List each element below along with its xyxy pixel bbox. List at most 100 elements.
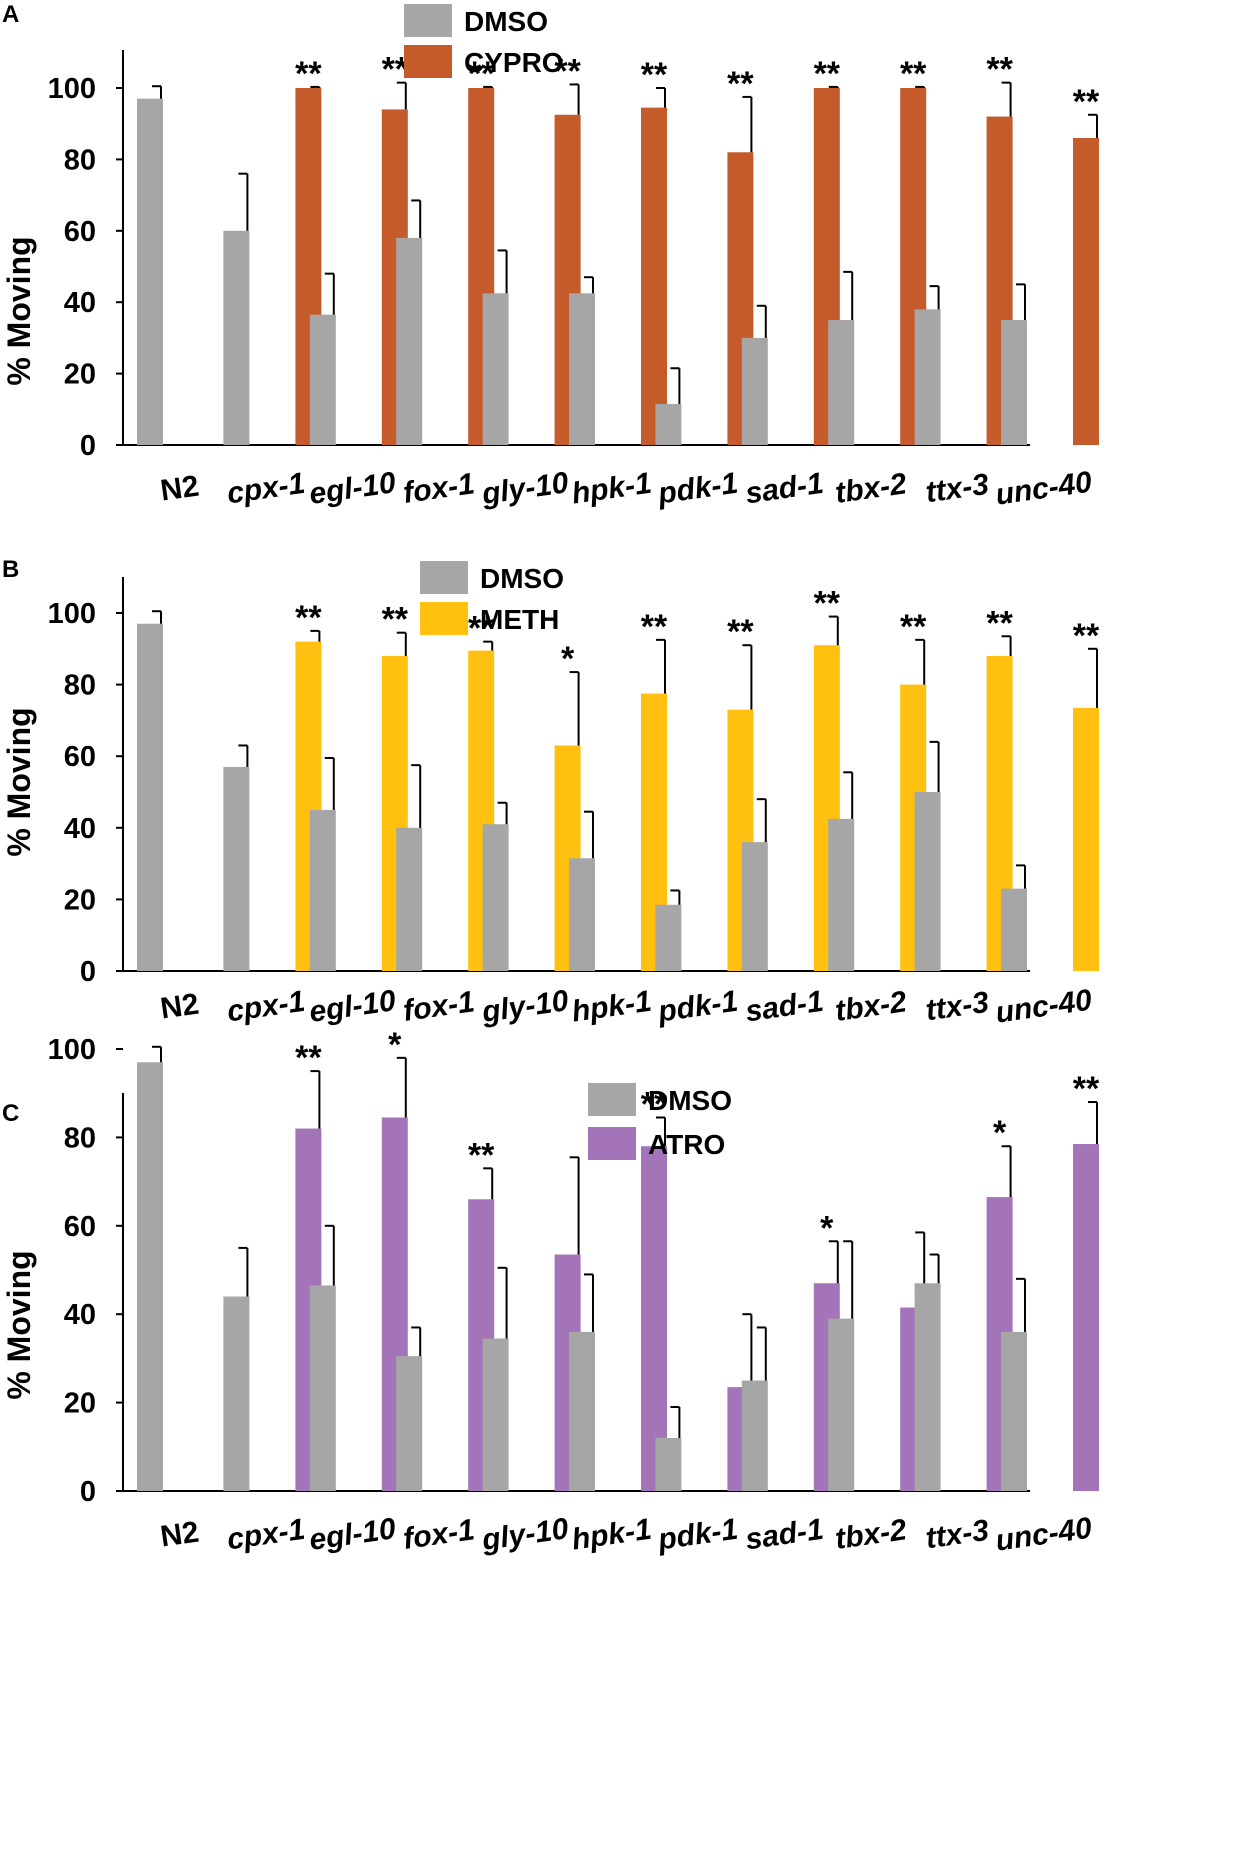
- bar-dmso: [741, 1380, 768, 1491]
- bar-atro: [1073, 1144, 1099, 1491]
- significance-marker: **: [468, 55, 495, 93]
- y-tick-label: 20: [64, 359, 96, 391]
- bar-dmso: [828, 1318, 855, 1491]
- significance-marker: *: [993, 1114, 1007, 1152]
- bar-dmso: [655, 1437, 682, 1491]
- bar-dmso: [223, 1296, 250, 1491]
- category-label: ttx-3: [924, 1514, 992, 1556]
- category-label: N2: [158, 1516, 201, 1554]
- category-label: N2: [158, 470, 201, 508]
- y-tick-label: 0: [80, 1476, 96, 1508]
- bar-dmso: [309, 1285, 336, 1491]
- bar-dmso: [396, 827, 423, 971]
- category-label: N2: [158, 988, 201, 1026]
- bar-dmso: [396, 1356, 423, 1491]
- category-label: hpk-1: [570, 1513, 654, 1557]
- category-label: unc-40: [994, 465, 1095, 511]
- legend-label-dmso: DMSO: [464, 6, 548, 37]
- category-label: gly-10: [479, 1512, 571, 1557]
- bar-dmso: [569, 1331, 595, 1491]
- panel-letter-b: B: [2, 556, 19, 583]
- category-label: fox-1: [401, 467, 477, 510]
- y-tick-label: 80: [64, 1122, 96, 1154]
- panel-a: A % Moving 0 20 40 60 80 100 N2 ** cpx-1 ** egl-10…: [1, 1, 1100, 512]
- significance-marker: **: [900, 608, 927, 646]
- bar-cypro: [1073, 137, 1099, 446]
- y-tick-label: 80: [64, 144, 96, 176]
- significance-marker: **: [641, 56, 668, 94]
- category-label: ttx-3: [924, 468, 992, 510]
- y-axis-label: % Moving: [1, 1250, 37, 1399]
- legend-swatch-dmso: [420, 561, 468, 594]
- significance-marker: *: [561, 640, 575, 678]
- category-label: cpx-1: [225, 467, 307, 511]
- y-tick-label: 0: [80, 430, 96, 462]
- bar-dmso: [914, 792, 941, 971]
- category-label: egl-10: [307, 466, 398, 511]
- category-label: sad-1: [743, 1513, 825, 1557]
- significance-marker: **: [727, 613, 754, 651]
- bar-dmso: [309, 314, 336, 445]
- significance-marker: **: [468, 1136, 495, 1174]
- panel-letter-c: C: [2, 1100, 19, 1127]
- bar-meth: [1073, 707, 1099, 971]
- legend-label-meth: METH: [480, 604, 559, 635]
- legend-swatch-meth: [420, 602, 468, 635]
- bar-dmso: [1001, 320, 1027, 445]
- significance-marker: **: [641, 608, 668, 646]
- significance-marker: **: [1073, 83, 1100, 121]
- category-label: sad-1: [743, 467, 825, 511]
- bar-dmso: [1001, 888, 1027, 971]
- y-axis-label: % Moving: [1, 236, 37, 385]
- significance-marker: **: [295, 599, 322, 637]
- bar-cypro: [641, 107, 667, 445]
- y-tick-label: 60: [64, 1211, 96, 1243]
- significance-marker: **: [295, 1039, 322, 1077]
- category-label: hpk-1: [570, 985, 654, 1029]
- y-tick-label: 20: [64, 1388, 96, 1420]
- y-tick-label: 40: [64, 1299, 96, 1331]
- y-tick-label: 100: [48, 598, 96, 630]
- legend-swatch-cypro: [404, 45, 452, 78]
- category-label: fox-1: [401, 1513, 477, 1556]
- significance-marker: **: [900, 55, 927, 93]
- significance-marker: **: [295, 55, 322, 93]
- legend-swatch-atro: [588, 1127, 636, 1160]
- category-label: gly-10: [479, 466, 571, 511]
- category-label: cpx-1: [225, 1513, 307, 1557]
- significance-marker: **: [1073, 617, 1100, 655]
- bar-dmso: [482, 824, 509, 971]
- bar-dmso: [569, 858, 595, 971]
- legend-label-dmso: DMSO: [648, 1085, 732, 1116]
- category-label: tbx-2: [833, 985, 909, 1028]
- y-tick-label: 60: [64, 741, 96, 773]
- bar-dmso: [137, 623, 163, 971]
- legend-label-dmso: DMSO: [480, 563, 564, 594]
- bar-dmso: [569, 293, 595, 445]
- category-label: pdk-1: [655, 1513, 740, 1557]
- significance-marker: **: [1073, 1070, 1100, 1108]
- bar-dmso: [309, 809, 336, 971]
- bar-atro: [641, 1146, 667, 1491]
- y-axis-label: % Moving: [1, 707, 37, 856]
- significance-marker: **: [468, 610, 495, 648]
- bar-dmso: [914, 1283, 941, 1491]
- category-label: fox-1: [401, 985, 477, 1028]
- bar-dmso: [655, 904, 682, 971]
- significance-marker: **: [814, 585, 841, 623]
- significance-marker: **: [986, 604, 1013, 642]
- bar-dmso: [482, 1338, 509, 1491]
- legend-swatch-dmso: [404, 4, 452, 37]
- bar-dmso: [1001, 1331, 1027, 1491]
- panel-b: B % Moving 0 20 40 60 80 100 N2 ** cpx-1 ** egl-10…: [1, 556, 1100, 1030]
- category-label: hpk-1: [570, 467, 654, 511]
- panel-letter-a: A: [2, 1, 19, 28]
- y-tick-label: 60: [64, 216, 96, 248]
- bar-dmso: [741, 842, 768, 971]
- significance-marker: **: [986, 51, 1013, 89]
- legend-swatch-dmso: [588, 1083, 636, 1116]
- bar-dmso: [223, 230, 250, 445]
- category-label: tbx-2: [833, 467, 909, 510]
- significance-marker: **: [814, 55, 841, 93]
